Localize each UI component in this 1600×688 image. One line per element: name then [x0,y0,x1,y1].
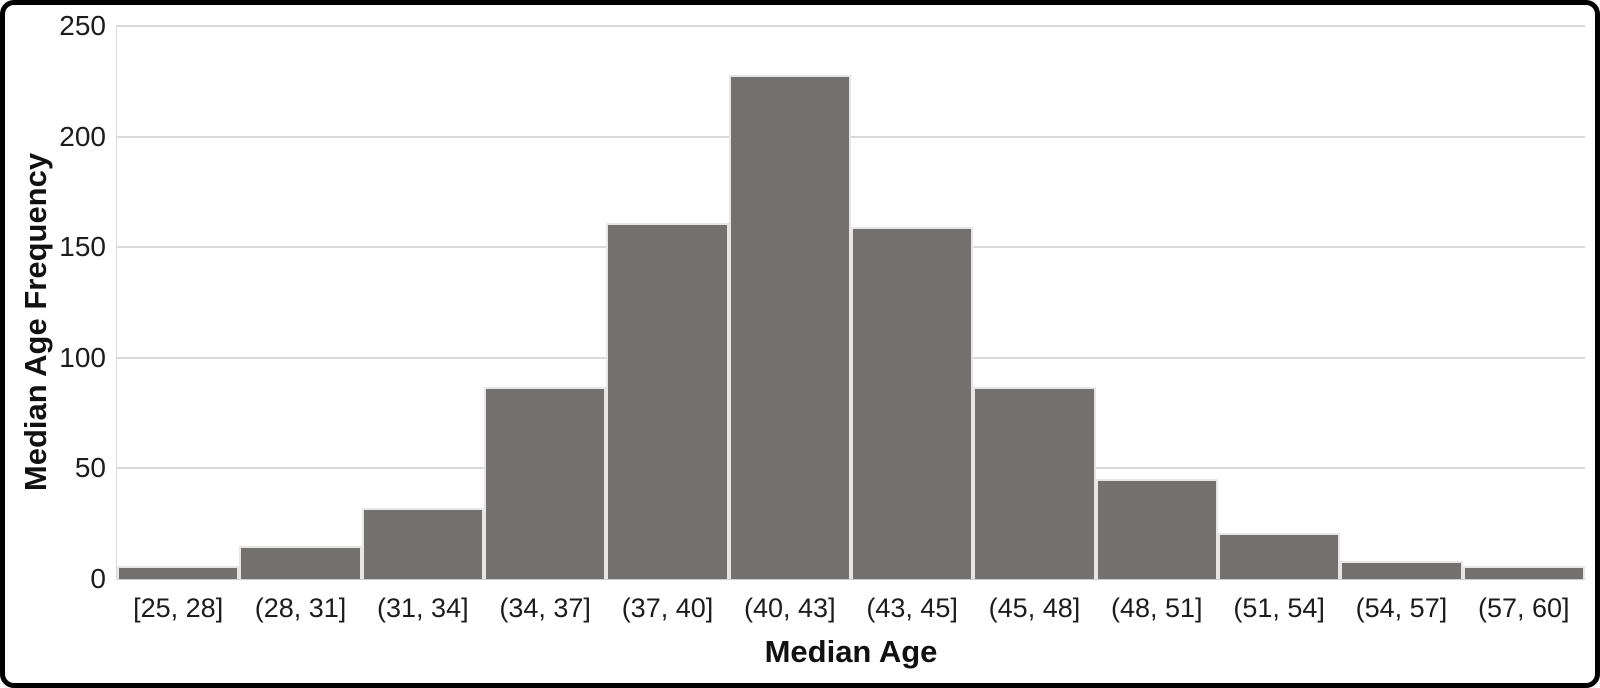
x-tick-label: (34, 37] [499,593,591,623]
histogram-bar [606,222,729,579]
y-tick-label-100: 100 [59,341,106,373]
x-axis-tick-labels: [25, 28] (28, 31] (31, 34] (34, 37] (37, 40]… [117,593,1585,623]
histogram-bar [728,74,851,579]
histogram-bar [484,386,607,579]
gridline-y-0 [117,578,1585,580]
x-tick-label: (37, 40] [621,593,714,623]
x-tick-label: (57, 60] [1477,593,1570,623]
histogram-bar [239,545,362,579]
y-tick-label-50: 50 [74,452,106,484]
histogram-bar [1340,561,1463,579]
y-axis-tick-labels: 0 50 100 150 200 250 [5,12,106,593]
x-tick-label: (43, 45] [866,593,958,623]
y-tick-label-250: 250 [59,10,106,41]
histogram-bar [361,508,484,579]
x-tick-label: (51, 54] [1233,593,1325,623]
histogram-bar [1218,532,1341,579]
x-tick-label: (40, 43] [744,593,836,623]
gridline-y-200 [117,135,1585,138]
gridline-y-250 [117,25,1585,27]
histogram-bar [851,227,974,579]
y-tick-label-150: 150 [59,231,106,263]
x-tick-label: (28, 31] [254,593,347,623]
x-axis-title: Median Age [764,634,938,669]
histogram-bar [1462,565,1585,579]
histogram-bar [973,386,1096,579]
x-tick-label: (45, 48] [988,593,1081,623]
histogram-bar [1095,479,1218,579]
y-tick-label-0: 0 [90,563,106,594]
plot-area [116,25,1585,580]
histogram-bar [117,565,240,579]
x-tick-label: (31, 34] [377,593,469,623]
y-axis-line [116,26,117,579]
x-tick-label: (48, 51] [1111,593,1203,623]
y-tick-label-200: 200 [59,120,106,152]
x-tick-label: (54, 57] [1355,593,1448,623]
x-tick-label: [25, 28] [133,593,224,623]
